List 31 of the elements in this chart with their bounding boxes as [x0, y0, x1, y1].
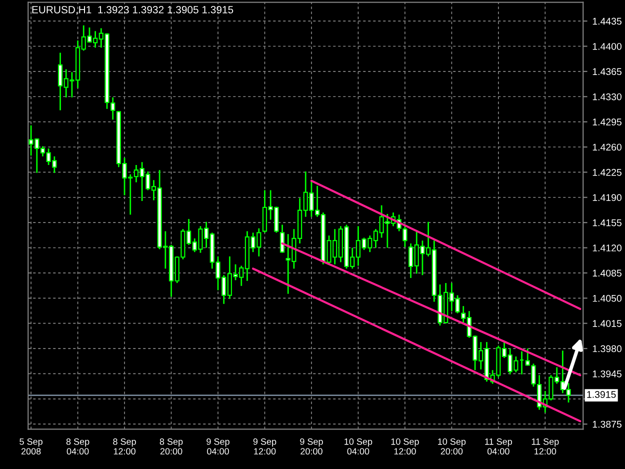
x-tick-label: 9 Sep 04:00 — [206, 438, 230, 455]
y-tick-label: 1.4260 — [592, 144, 622, 151]
y-tick-label: 1.3875 — [592, 420, 622, 428]
x-tick-label: 9 Sep 12:00 — [253, 438, 276, 455]
x-tick-label: 10 Sep 04:00 — [344, 438, 372, 455]
y-tick-label: 1.4330 — [592, 93, 622, 100]
x-tick-label: 10 Sep 12:00 — [391, 438, 419, 455]
x-tick-label: 5 Sep 2008 — [20, 438, 42, 455]
x-tick-label: 8 Sep 20:00 — [160, 438, 183, 455]
x-tick-label: 8 Sep 12:00 — [113, 438, 136, 455]
y-tick-label: 1.4120 — [592, 244, 622, 252]
y-tick-label: 1.4015 — [592, 320, 622, 327]
y-tick-label: 1.4435 — [592, 18, 622, 25]
y-tick-label: 1.4225 — [592, 168, 622, 176]
candlestick — [280, 224, 285, 254]
y-tick-label: 1.4295 — [592, 118, 622, 126]
ref-line-label: 1.3915 — [587, 391, 616, 398]
y-tick-label: 1.4365 — [592, 68, 622, 76]
x-tick-label: 9 Sep 20:00 — [300, 438, 323, 455]
y-tick-label: 1.4085 — [592, 270, 622, 277]
y-tick-label: 1.3980 — [592, 345, 622, 352]
chart-title: EURUSD,H1 1.3923 1.3932 1.3905 1.3915 — [32, 6, 234, 15]
y-tick-label: 1.4155 — [592, 219, 622, 226]
x-tick-label: 11 Sep 12:00 — [532, 438, 559, 455]
y-tick-label: 1.4400 — [592, 42, 622, 50]
x-tick-label: 10 Sep 20:00 — [438, 438, 466, 455]
y-tick-label: 1.4050 — [592, 294, 622, 302]
y-tick-label: 1.3945 — [592, 370, 622, 378]
y-tick-label: 1.4190 — [592, 194, 622, 202]
x-tick-label: 11 Sep 04:00 — [485, 438, 512, 455]
x-tick-label: 8 Sep 04:00 — [66, 438, 90, 455]
